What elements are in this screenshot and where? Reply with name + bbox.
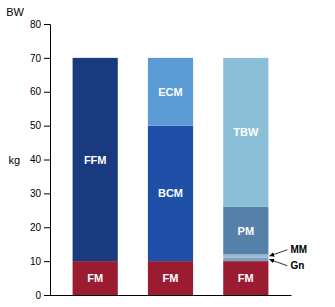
bar-segment [223,207,268,254]
annotations: BW MM Gn [6,6,307,271]
y-tick-label: 10 [30,256,42,267]
annotation: MM [290,244,307,255]
bar-segment [148,126,193,262]
segment-label: TBW [233,126,259,138]
annotation: Gn [290,260,304,271]
x-axis [51,295,292,296]
bar-segment [73,58,118,261]
bar-segment [223,58,268,207]
y-tick-mark [44,261,50,262]
annotation-arrow [269,250,287,256]
bars [73,58,269,295]
y-tick-mark [44,24,50,25]
segment-label: FM [87,272,103,284]
segment-label: ECM [158,86,182,98]
bar-segment [223,261,268,295]
segment-label: FFM [84,154,107,166]
y-tick-mark [44,58,50,59]
y-tick-mark [44,227,50,228]
bar-segment [223,254,268,257]
y-tick: 50 [30,120,50,131]
segment-label: BCM [158,187,183,199]
segment-labels: FM FM FM FFM BCM ECM PM TBW [84,86,259,284]
bar-segment [148,58,193,126]
bar-segment [148,261,193,295]
y-axis: 0 10 20 30 40 50 60 70 80 [30,19,51,301]
y-tick-mark [44,193,50,194]
y-axis-line [44,25,51,296]
y-tick-label: 30 [30,188,42,199]
plot: FMFMFMFFMBCMECMPMTBW01020304050607080kgB… [6,6,307,301]
y-tick: 60 [30,86,50,97]
y-tick: 0 [35,290,50,301]
y-tick-label: 70 [30,53,42,64]
y-tick-label: 60 [30,86,42,97]
y-tick-label: 40 [30,154,42,165]
y-tick-mark [44,160,50,161]
bar-segment [73,261,118,295]
annotation-arrow [269,259,287,265]
y-tick-label: 20 [30,222,42,233]
y-tick-label: 0 [35,290,41,301]
y-axis-title: kg [8,154,20,166]
y-tick: 20 [30,222,50,233]
y-tick: 40 [30,154,50,165]
x-axis-line [51,295,292,296]
y-tick: 30 [30,188,50,199]
y-tick-mark [44,92,50,93]
chart: FMFMFMFFMBCMECMPMTBW01020304050607080kgB… [0,0,335,307]
y-tick-label: 80 [30,19,42,30]
segment-label: FM [163,272,179,284]
y-tick: 80 [30,19,50,30]
y-tick-mark [44,126,50,127]
bar-segment [223,258,268,261]
y-tick-mark [44,295,50,296]
y-tick: 70 [30,53,50,64]
y-tick: 10 [30,256,50,267]
y-tick-label: 50 [30,120,42,131]
segment-label: PM [238,225,255,237]
segment-label: FM [238,272,254,284]
axis-top-label: BW [6,6,24,18]
